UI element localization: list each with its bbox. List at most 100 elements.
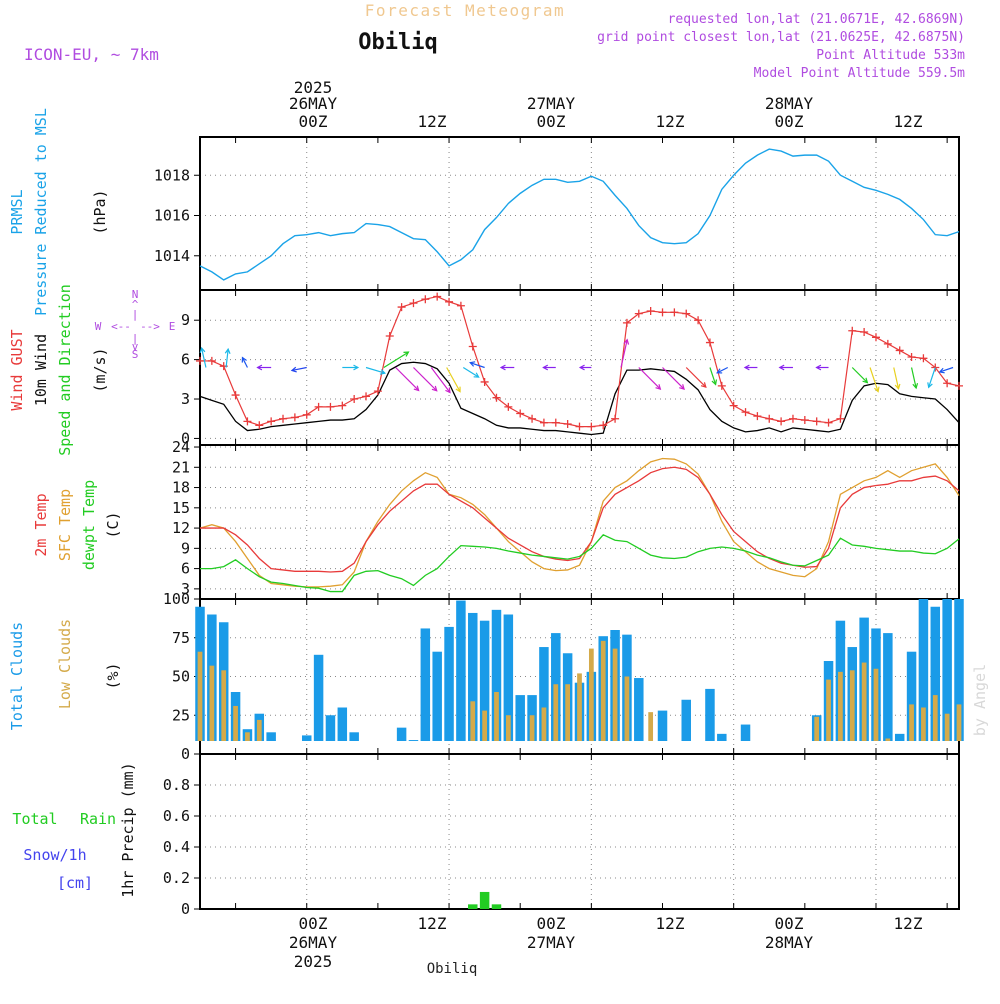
low-cloud-bar: [482, 710, 487, 741]
wind-arrow-head: [927, 382, 933, 389]
gust-marker: [243, 417, 252, 426]
gust-marker: [551, 418, 560, 427]
precip-cm-label: [cm]: [57, 874, 93, 892]
clouds-ytick-label: 75: [172, 629, 190, 647]
wind-ytick-label: 9: [181, 311, 190, 329]
temperature-ytick-label: 24: [172, 438, 190, 456]
gust-marker: [753, 412, 762, 421]
wind-arrow-head: [353, 364, 360, 371]
wind-arrow: [383, 351, 409, 369]
precip-rain-label: Rain: [80, 810, 116, 828]
total-cloud-bar: [657, 710, 668, 741]
low-cloud-bar: [944, 713, 950, 741]
rain-bar: [491, 904, 502, 909]
wind-arrow: [241, 357, 248, 368]
rain-bar: [479, 891, 490, 909]
low-cloud-bar: [494, 692, 499, 741]
compass-up-stem: |: [132, 308, 139, 321]
gust-marker: [943, 379, 952, 388]
wind-arrow-head: [815, 364, 822, 371]
gust-marker: [694, 316, 703, 325]
gust-marker: [788, 414, 797, 423]
gust-marker: [350, 395, 359, 404]
bottom-location: Obiliq: [427, 961, 478, 977]
wind-arrow-head: [469, 361, 476, 367]
temperature-series-dewpt-temp: [200, 534, 960, 593]
low-cloud-bar: [873, 668, 879, 741]
total-cloud-bar: [954, 599, 964, 741]
bottom-time-1: 00Z: [299, 914, 328, 933]
gust-marker: [421, 295, 430, 304]
low-cloud-bar: [921, 707, 926, 741]
compass-down-stem: |: [132, 332, 139, 345]
wind-arrow-head: [743, 364, 750, 371]
watermark: by Angel: [971, 664, 989, 736]
temperature-ytick-label: 9: [181, 539, 190, 557]
gust-marker: [587, 422, 596, 431]
top-date-3: 28MAY: [765, 94, 814, 113]
total-cloud-bar: [918, 599, 929, 741]
wind-arrow-head: [711, 379, 718, 386]
compass-north: N: [132, 288, 139, 301]
wind-arrow-head: [716, 368, 723, 374]
wind-arrow-head: [542, 364, 549, 371]
total-cloud-bar: [883, 633, 893, 741]
temp-sfc-label: SFC Temp: [56, 489, 74, 561]
location-title: Obiliq: [358, 30, 437, 55]
precip-snow-label: Snow/1h: [23, 846, 86, 864]
compass-up-arrow: ^: [132, 298, 139, 311]
wind-arrow-head: [403, 351, 410, 357]
wind-arrow: [939, 366, 954, 373]
pressure-ytick-label: 1018: [154, 166, 190, 184]
rain-bar: [468, 904, 478, 909]
wind-arrow-head: [199, 346, 206, 354]
wind-ytick-label: 0: [181, 429, 190, 447]
total-cloud-bar: [930, 606, 941, 741]
total-cloud-bar: [456, 600, 466, 741]
wind-arrow: [716, 366, 729, 374]
wind-arrow-head: [379, 369, 387, 375]
low-cloud-bar: [541, 707, 547, 741]
temperature-ytick-label: 18: [172, 479, 190, 497]
gust-marker: [302, 410, 311, 419]
gust-marker: [729, 401, 738, 410]
gust-marker: [622, 318, 631, 327]
gust-marker: [338, 401, 347, 410]
top-date-1: 26MAY: [289, 94, 338, 113]
bottom-date-2: 27MAY: [527, 933, 576, 952]
wind-arrow-head: [700, 382, 707, 388]
temp-2m-label: 2m Temp: [32, 493, 50, 556]
wind-arrow: [893, 367, 900, 389]
precip-ytick-label: 0.8: [163, 776, 190, 794]
total-cloud-bar: [491, 609, 502, 741]
top-time-4: 12Z: [656, 112, 685, 131]
wind-arrow-head: [445, 387, 451, 394]
gust-marker: [207, 356, 216, 365]
wind-arrow: [291, 366, 307, 372]
low-cloud-bar: [648, 712, 654, 741]
total-cloud-bar: [432, 651, 442, 741]
wind-arrow-head: [778, 364, 785, 371]
top-time-5: 00Z: [775, 112, 804, 131]
wind-arrow: [446, 367, 461, 392]
wind-arrow: [869, 367, 879, 392]
wind-arrow-head: [938, 367, 945, 374]
gust-marker: [456, 301, 465, 310]
temperature-ytick-label: 15: [172, 499, 190, 517]
compass-south: S: [132, 348, 139, 361]
gust-marker: [528, 414, 537, 423]
wind-arrow: [470, 362, 485, 369]
low-cloud-bar: [909, 704, 914, 741]
gust-marker: [575, 422, 584, 431]
top-time-3: 00Z: [537, 112, 566, 131]
gust-marker: [705, 338, 714, 347]
gust-marker: [955, 381, 963, 390]
total-cloud-bar: [468, 612, 478, 741]
wind-arrow: [620, 339, 628, 368]
gust-marker: [919, 354, 928, 363]
wind-arrow-head: [256, 364, 263, 371]
gust-marker: [267, 417, 276, 426]
low-cloud-bar: [588, 648, 594, 741]
gust-marker: [848, 326, 857, 335]
total-cloud-bar: [515, 695, 525, 741]
